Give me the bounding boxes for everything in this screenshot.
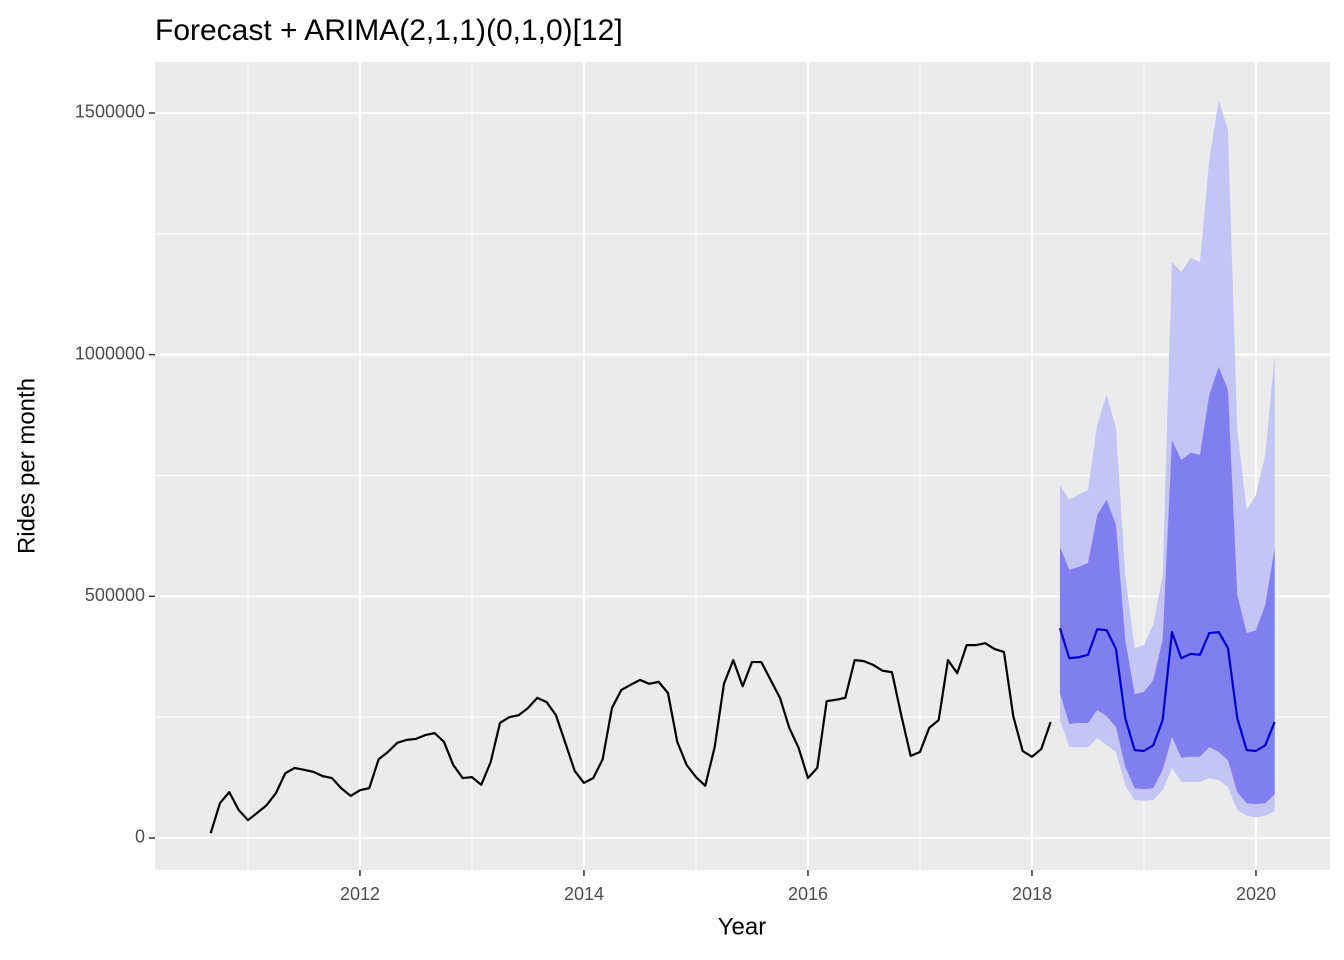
x-tick-label: 2012 <box>340 884 380 904</box>
series-line <box>1058 627 1276 753</box>
x-tick-label: 2016 <box>788 884 828 904</box>
x-tick-label: 2020 <box>1236 884 1276 904</box>
chart-title: Forecast + ARIMA(2,1,1)(0,1,0)[12] <box>155 14 623 47</box>
x-tick-label: 2014 <box>564 884 604 904</box>
y-tick-label: 1500000 <box>75 102 145 122</box>
prediction-interval <box>1059 366 1275 805</box>
y-axis-title: Rides per month <box>13 378 40 554</box>
series-line <box>209 642 1052 834</box>
x-tick-label: 2018 <box>1012 884 1052 904</box>
x-axis-title: Year <box>718 913 767 940</box>
y-tick-label: 1000000 <box>75 343 145 363</box>
y-tick-label: 500000 <box>85 585 145 605</box>
y-tick-label: 0 <box>135 827 145 847</box>
